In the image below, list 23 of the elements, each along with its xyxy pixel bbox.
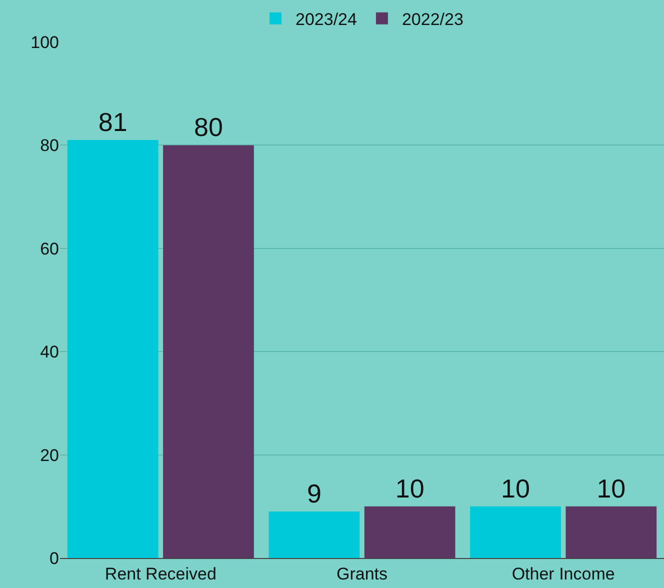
data-label: 81 <box>98 107 128 138</box>
data-label: 10 <box>395 473 424 504</box>
y-tick-label: 0 <box>50 548 59 568</box>
legend-label: 2023/24 <box>296 10 357 30</box>
data-label: 9 <box>306 478 322 509</box>
bar <box>470 506 561 558</box>
legend-label: 2022/23 <box>402 10 464 30</box>
data-label: 10 <box>501 473 530 504</box>
x-tick-label: Other Income <box>512 564 615 584</box>
data-label: 80 <box>194 112 223 142</box>
y-tick-label: 20 <box>40 446 59 465</box>
bar <box>163 145 254 558</box>
x-tick-label: Rent Received <box>104 564 216 584</box>
y-tick-label: 100 <box>30 32 59 52</box>
x-tick-label: Grants <box>336 564 388 584</box>
data-label: 10 <box>596 473 626 504</box>
bar <box>268 512 360 558</box>
bar <box>67 140 158 558</box>
y-tick-label: 60 <box>40 239 59 258</box>
bar <box>364 506 456 558</box>
y-tick-label: 80 <box>40 136 59 156</box>
y-tick-label: 40 <box>40 342 59 362</box>
bar <box>566 506 657 558</box>
